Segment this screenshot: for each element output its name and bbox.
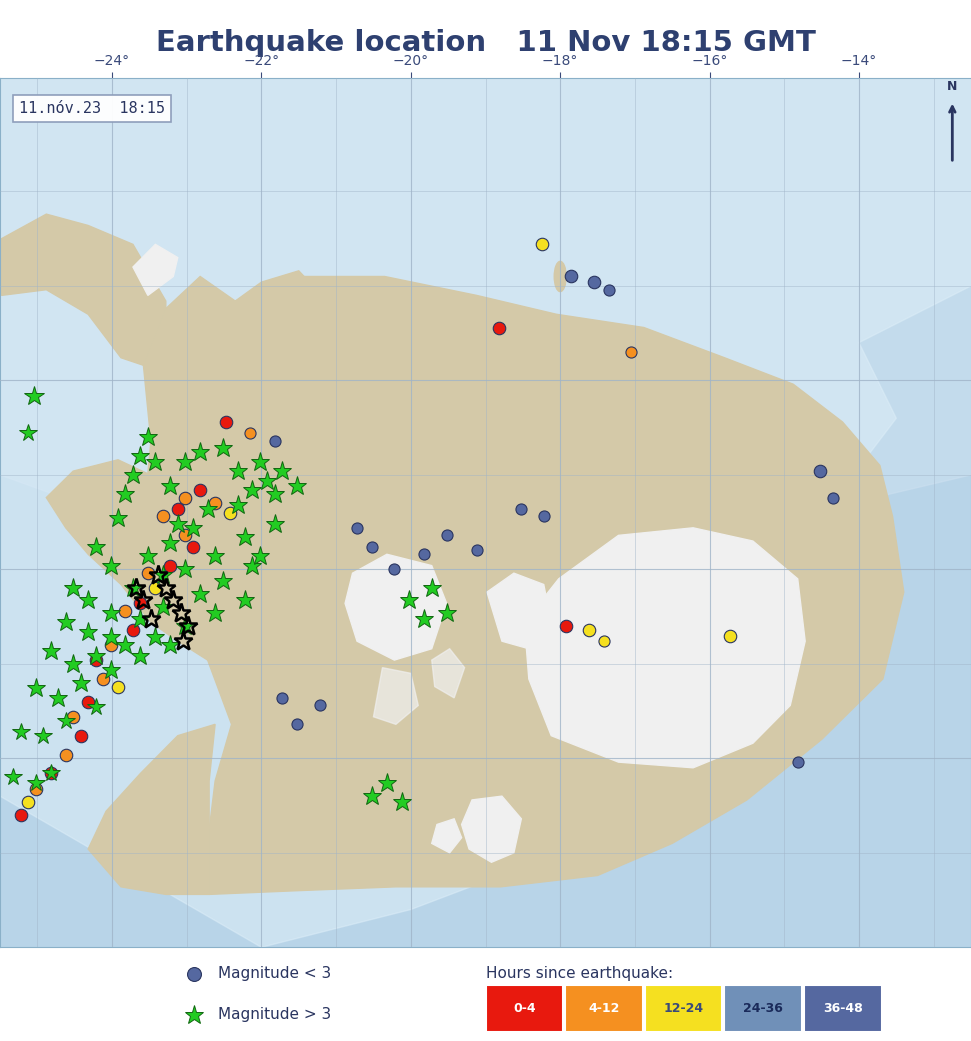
Polygon shape <box>144 271 327 452</box>
FancyBboxPatch shape <box>486 985 563 1032</box>
Text: 4-12: 4-12 <box>588 1001 619 1015</box>
FancyBboxPatch shape <box>565 985 643 1032</box>
Polygon shape <box>432 649 464 697</box>
Text: N: N <box>947 80 957 94</box>
Circle shape <box>554 261 566 291</box>
Polygon shape <box>0 78 971 947</box>
Polygon shape <box>2 214 166 365</box>
Text: 24-36: 24-36 <box>743 1001 784 1015</box>
Text: Hours since earthquake:: Hours since earthquake: <box>486 966 673 981</box>
Text: Magnitude < 3: Magnitude < 3 <box>218 966 332 981</box>
Text: 12-24: 12-24 <box>663 1001 704 1015</box>
FancyBboxPatch shape <box>724 985 802 1032</box>
Polygon shape <box>133 245 178 296</box>
Polygon shape <box>345 554 447 660</box>
Polygon shape <box>461 796 521 862</box>
Polygon shape <box>47 460 208 660</box>
Text: Magnitude > 3: Magnitude > 3 <box>218 1008 332 1022</box>
Polygon shape <box>374 667 419 725</box>
Polygon shape <box>88 725 216 894</box>
Polygon shape <box>524 528 805 768</box>
Polygon shape <box>0 78 971 607</box>
Polygon shape <box>487 574 552 649</box>
FancyBboxPatch shape <box>645 985 722 1032</box>
Text: 0-4: 0-4 <box>513 1001 536 1015</box>
Polygon shape <box>146 277 904 894</box>
Text: 11.nóv.23  18:15: 11.nóv.23 18:15 <box>18 101 165 116</box>
Text: Earthquake location   11 Nov 18:15 GMT: Earthquake location 11 Nov 18:15 GMT <box>155 29 816 57</box>
Text: 36-48: 36-48 <box>823 1001 862 1015</box>
Polygon shape <box>432 819 461 853</box>
FancyBboxPatch shape <box>804 985 882 1032</box>
